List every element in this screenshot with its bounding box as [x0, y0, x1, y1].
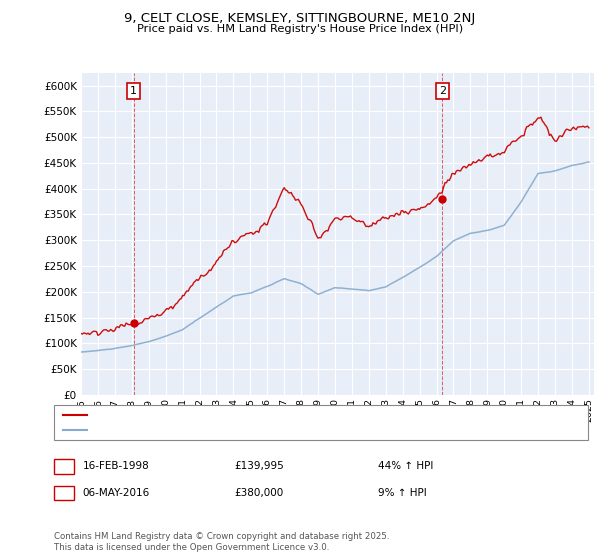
- Text: 2: 2: [61, 488, 68, 498]
- Text: 1: 1: [61, 461, 68, 472]
- Text: 16-FEB-1998: 16-FEB-1998: [83, 461, 149, 472]
- Text: Price paid vs. HM Land Registry's House Price Index (HPI): Price paid vs. HM Land Registry's House …: [137, 24, 463, 34]
- Text: 2: 2: [439, 86, 446, 96]
- Text: HPI: Average price, detached house, Swale: HPI: Average price, detached house, Swal…: [91, 425, 301, 435]
- Text: £139,995: £139,995: [234, 461, 284, 472]
- Text: 9, CELT CLOSE, KEMSLEY, SITTINGBOURNE, ME10 2NJ (detached house): 9, CELT CLOSE, KEMSLEY, SITTINGBOURNE, M…: [91, 409, 440, 419]
- Text: 44% ↑ HPI: 44% ↑ HPI: [378, 461, 433, 472]
- Text: 1: 1: [130, 86, 137, 96]
- Text: 9, CELT CLOSE, KEMSLEY, SITTINGBOURNE, ME10 2NJ: 9, CELT CLOSE, KEMSLEY, SITTINGBOURNE, M…: [124, 12, 476, 25]
- Text: £380,000: £380,000: [234, 488, 283, 498]
- Text: 9% ↑ HPI: 9% ↑ HPI: [378, 488, 427, 498]
- Text: 06-MAY-2016: 06-MAY-2016: [83, 488, 150, 498]
- Text: Contains HM Land Registry data © Crown copyright and database right 2025.
This d: Contains HM Land Registry data © Crown c…: [54, 532, 389, 552]
